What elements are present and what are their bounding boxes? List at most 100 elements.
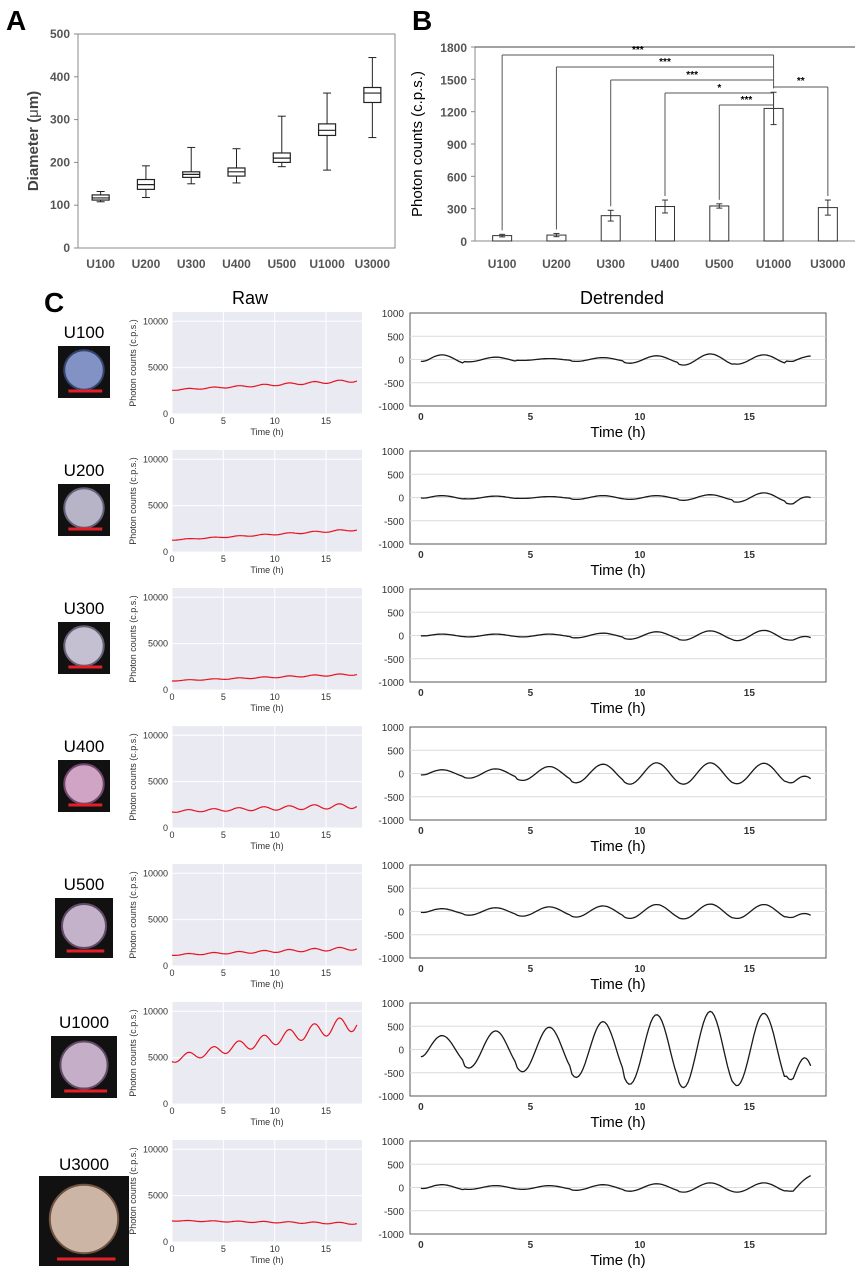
raw-x-tick-label: 10 xyxy=(270,1244,280,1254)
raw-y-tick-label: 10000 xyxy=(143,868,168,878)
panel-a-boxplot: A 0 100 200 300 400 500 Diameter (μm) U100 U200 U3… xyxy=(6,5,396,271)
detrended-y-tick-label: 1000 xyxy=(382,447,405,458)
detrended-x-tick-label: 0 xyxy=(418,412,424,423)
detrended-column-title: Detrended xyxy=(580,288,664,308)
x-tick-label-a: U3000 xyxy=(355,257,391,271)
detrended-series-line xyxy=(420,903,811,920)
y-axis-label-a: Diameter (μm) xyxy=(25,91,42,191)
raw-y-axis-label: Photon counts (c.p.s.) xyxy=(128,733,138,821)
detrended-x-tick-label: 5 xyxy=(528,412,534,423)
bar-U500 xyxy=(709,205,730,242)
sig-label: *** xyxy=(659,57,671,68)
panel-label-b: B xyxy=(412,5,432,36)
raw-x-axis-label: Time (h) xyxy=(250,1255,283,1265)
raw-x-tick-label: 0 xyxy=(169,830,174,840)
raw-y-tick-label: 5000 xyxy=(148,915,168,925)
detrended-x-tick-label: 5 xyxy=(528,1240,534,1251)
spheroid-blob xyxy=(59,1040,109,1090)
raw-plot-background xyxy=(172,1140,362,1242)
detrended-y-tick-label: 0 xyxy=(398,494,404,505)
raw-series-line xyxy=(171,1017,358,1063)
raw-x-tick-label: 5 xyxy=(221,692,226,702)
detrended-y-tick-label: 1000 xyxy=(382,309,405,320)
detrended-series-line xyxy=(420,492,811,505)
detrended-x-tick-label: 15 xyxy=(744,412,756,423)
x-tick-label-b: U1000 xyxy=(756,257,792,271)
detrended-y-tick-label: 0 xyxy=(398,770,404,781)
raw-x-tick-label: 5 xyxy=(221,968,226,978)
sig-label: *** xyxy=(741,95,753,106)
detrended-x-tick-label: 15 xyxy=(744,1240,756,1251)
raw-x-tick-label: 10 xyxy=(270,416,280,426)
raw-x-tick-label: 5 xyxy=(221,416,226,426)
detrended-y-tick-label: 0 xyxy=(398,1046,404,1057)
detrended-y-tick-label: 0 xyxy=(398,1184,404,1195)
raw-plot-background xyxy=(172,864,362,966)
detrended-series-line xyxy=(420,1175,812,1193)
raw-x-tick-label: 0 xyxy=(169,1106,174,1116)
raw-x-tick-label: 5 xyxy=(221,554,226,564)
raw-x-tick-label: 15 xyxy=(321,968,331,978)
y-tick-label-b: 1200 xyxy=(440,106,467,120)
detrended-x-tick-label: 0 xyxy=(418,1102,424,1113)
raw-x-tick-label: 15 xyxy=(321,830,331,840)
y-tick-label-b: 900 xyxy=(447,138,467,152)
y-axis-label-b: Photon counts (c.p.s.) xyxy=(409,71,426,217)
detrended-y-tick-label: -500 xyxy=(384,931,404,942)
raw-x-axis-label: Time (h) xyxy=(250,979,283,989)
raw-y-tick-label: 10000 xyxy=(143,316,168,326)
spheroid-blob xyxy=(63,625,105,667)
raw-y-tick-label: 5000 xyxy=(148,639,168,649)
raw-x-tick-label: 0 xyxy=(169,968,174,978)
panel-label-c: C xyxy=(44,287,64,318)
raw-y-tick-label: 0 xyxy=(163,685,168,695)
detrended-x-tick-label: 5 xyxy=(528,550,534,561)
y-tick-label-b: 1800 xyxy=(440,41,467,55)
detrended-x-tick-label: 0 xyxy=(418,826,424,837)
panel-b-barchart: B 0 300 600 900 1200 1500 1800 Photon counts (c.… xyxy=(409,5,855,271)
y-tick-label-b: 1500 xyxy=(440,73,467,87)
x-tick-label-a: U100 xyxy=(86,257,115,271)
detrended-y-tick-label: 1000 xyxy=(382,999,405,1010)
detrended-x-tick-label: 5 xyxy=(528,826,534,837)
detrended-y-tick-label: 1000 xyxy=(382,1137,405,1148)
detrended-x-tick-label: 10 xyxy=(634,964,646,975)
raw-series-line xyxy=(172,529,358,541)
plot-area-a xyxy=(77,33,396,249)
raw-y-axis-label: Photon counts (c.p.s.) xyxy=(128,595,138,683)
raw-y-tick-label: 0 xyxy=(163,1237,168,1247)
x-tick-label-a: U200 xyxy=(132,257,161,271)
detrended-y-tick-label: -1000 xyxy=(378,402,404,413)
detrended-x-tick-label: 0 xyxy=(418,1240,424,1251)
detrended-y-tick-label: 500 xyxy=(387,332,404,343)
detrended-x-tick-label: 10 xyxy=(634,412,646,423)
detrended-y-tick-label: -1000 xyxy=(378,678,404,689)
detrended-x-tick-label: 10 xyxy=(634,550,646,561)
detrended-y-tick-label: 500 xyxy=(387,470,404,481)
detrended-y-tick-label: -1000 xyxy=(378,540,404,551)
raw-x-axis-label: Time (h) xyxy=(250,565,283,575)
detrended-y-tick-label: -1000 xyxy=(378,1230,404,1241)
raw-x-axis-label: Time (h) xyxy=(250,703,283,713)
raw-y-tick-label: 0 xyxy=(163,409,168,419)
raw-plot-background xyxy=(172,726,362,828)
raw-y-tick-label: 10000 xyxy=(143,592,168,602)
detrended-y-tick-label: -1000 xyxy=(378,816,404,827)
sample-label: U300 xyxy=(64,599,105,618)
detrended-y-tick-label: 500 xyxy=(387,608,404,619)
sig-label: *** xyxy=(686,70,698,81)
detrended-series-line xyxy=(420,1010,812,1089)
y-tick-label-b: 300 xyxy=(447,203,467,217)
sample-label: U3000 xyxy=(59,1155,109,1174)
box-U1000 xyxy=(317,123,337,137)
spheroid-blob xyxy=(63,487,105,529)
x-tick-label-b: U200 xyxy=(542,257,571,271)
detrended-y-tick-label: -500 xyxy=(384,1207,404,1218)
detrended-y-tick-label: -500 xyxy=(384,517,404,528)
detrended-y-tick-label: 500 xyxy=(387,1160,404,1171)
raw-x-tick-label: 0 xyxy=(169,416,174,426)
detrended-x-axis-label: Time (h) xyxy=(590,562,645,579)
